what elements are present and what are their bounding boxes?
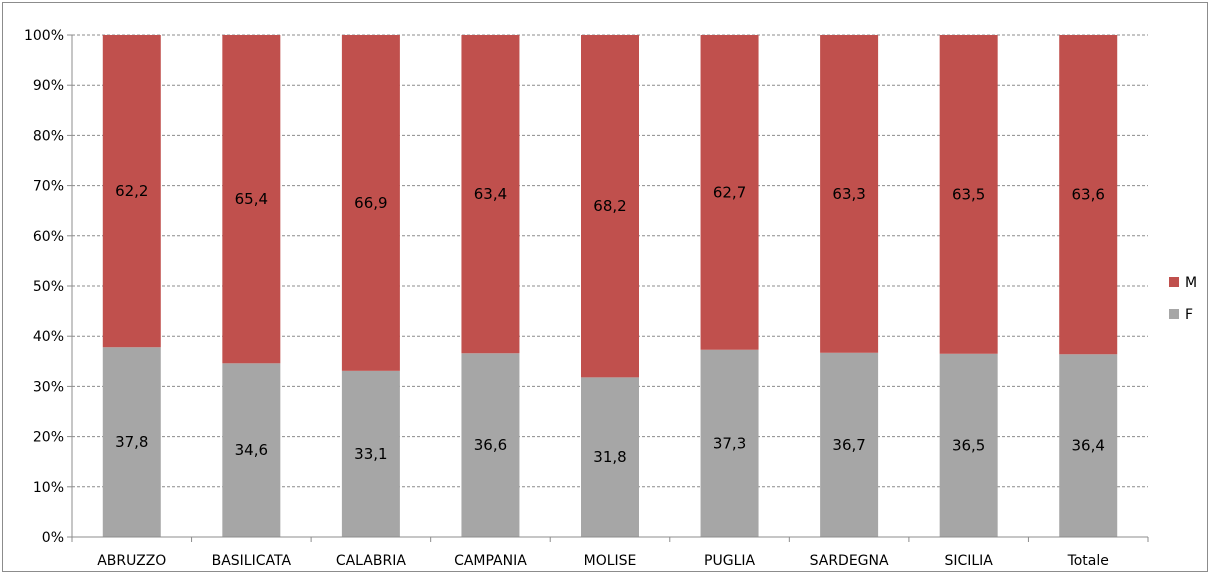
bar-f — [581, 377, 639, 537]
data-label: 37,8 — [115, 433, 148, 451]
x-tick-label: MOLISE — [584, 553, 637, 569]
x-tick-label: CALABRIA — [336, 553, 407, 569]
legend: MF — [1169, 275, 1197, 323]
data-label: 63,4 — [474, 185, 507, 203]
data-label: 65,4 — [235, 190, 268, 208]
bar-f — [939, 353, 998, 537]
bar-m — [581, 35, 639, 378]
y-tick-label: 80% — [33, 128, 64, 144]
legend-swatch-f — [1169, 309, 1179, 319]
bar-f — [341, 370, 400, 537]
bar-m — [222, 35, 281, 364]
bar-f — [461, 353, 520, 537]
legend-label-f: F — [1185, 307, 1193, 323]
bar-f — [820, 352, 879, 537]
data-label: 36,4 — [1072, 437, 1105, 455]
data-label: 37,3 — [713, 434, 746, 452]
bar-m — [820, 35, 879, 353]
x-tick-label: Totale — [1067, 553, 1109, 569]
data-label: 31,8 — [593, 448, 626, 466]
data-label: 36,6 — [474, 436, 507, 454]
y-tick-label: 10% — [33, 480, 64, 496]
y-tick-label: 20% — [33, 430, 64, 446]
data-label: 33,1 — [354, 445, 387, 463]
x-tick-label: ABRUZZO — [97, 553, 166, 569]
y-tick-label: 40% — [33, 329, 64, 345]
bars: 37,8 62,2 34,6 65,4 33,1 66,9 36,6 63,4 31,8 68,2… — [102, 35, 1118, 537]
bar-m — [1059, 35, 1118, 355]
x-tick-label: PUGLIA — [704, 553, 755, 569]
data-label: 36,7 — [832, 436, 865, 454]
y-tick-label: 70% — [33, 179, 64, 195]
y-tick-label: 100% — [24, 28, 64, 44]
data-label: 66,9 — [354, 194, 387, 212]
bar-m — [939, 35, 998, 354]
y-tick-label: 0% — [42, 530, 64, 546]
x-tick-label: BASILICATA — [212, 553, 292, 569]
bar-m — [461, 35, 520, 354]
data-label: 62,7 — [713, 183, 746, 201]
y-tick-label: 30% — [33, 379, 64, 395]
bar-f — [1059, 354, 1118, 537]
data-label: 62,2 — [115, 182, 148, 200]
y-tick-label: 90% — [33, 78, 64, 94]
data-label: 63,6 — [1072, 186, 1105, 204]
x-tick-label: SICILIA — [944, 553, 993, 569]
legend-swatch-m — [1169, 277, 1179, 287]
x-axis: ABRUZZO BASILICATA CALABRIA CAMPANIA MOLISE P… — [71, 536, 1149, 569]
x-tick-label: CAMPANIA — [454, 553, 527, 569]
y-axis: 0% 10% 20% 30% 40% 50% 60% 70% 80% 90% 100% — [24, 28, 73, 546]
x-tick-label: SARDEGNA — [810, 553, 889, 569]
bar-f — [222, 363, 281, 537]
data-label: 63,3 — [832, 185, 865, 203]
data-label: 68,2 — [593, 197, 626, 215]
legend-label-m: M — [1185, 275, 1197, 291]
data-label: 63,5 — [952, 185, 985, 203]
y-tick-label: 60% — [33, 229, 64, 245]
data-label: 34,6 — [235, 441, 268, 459]
bar-f — [700, 349, 759, 537]
bar-f — [102, 347, 161, 537]
y-tick-label: 50% — [33, 279, 64, 295]
bar-m — [700, 35, 759, 350]
bar-m — [102, 35, 161, 348]
bar-m — [341, 35, 400, 371]
data-label: 36,5 — [952, 436, 985, 454]
